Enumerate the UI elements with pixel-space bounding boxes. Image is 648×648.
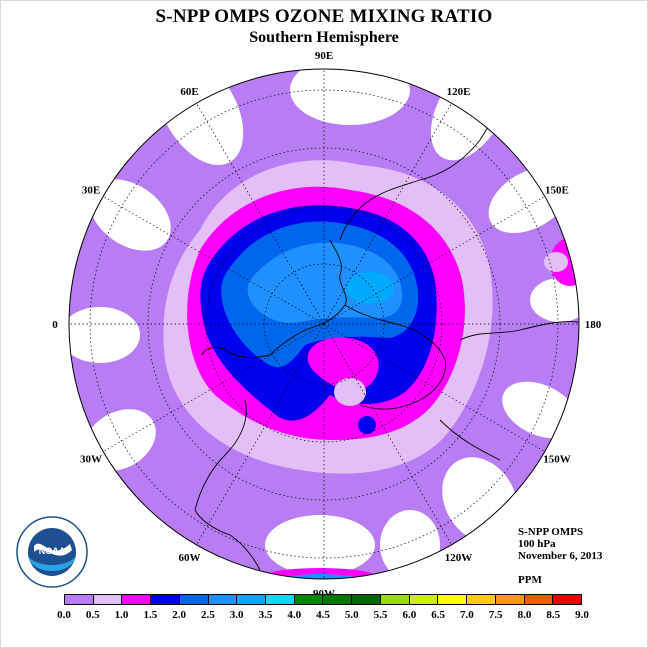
legend-swatch [409, 595, 439, 604]
legend-tick-label: 3.5 [258, 609, 273, 621]
meridian-line [323, 323, 452, 546]
legend-swatch [553, 595, 581, 604]
legend-swatch [352, 595, 381, 604]
page-subtitle: Southern Hemisphere [249, 29, 399, 46]
color-legend-ticks: 0.0 0.5 1.0 1.5 2.0 2.5 3.0 3.5 4.0 4.5 5.0 5.5 6.0 6… [0, 609, 648, 623]
longitude-label: 120E [447, 86, 471, 98]
legend-swatch [237, 595, 267, 604]
meridian-line [323, 196, 546, 325]
sky-blue-patch [346, 272, 394, 304]
legend-tick-label: 6.5 [431, 609, 445, 621]
legend-tick-label: 0.0 [57, 609, 71, 621]
legend-tick-label: 1.0 [114, 609, 129, 621]
legend-tick-label: 1.5 [143, 609, 158, 621]
legend-swatch [294, 595, 324, 604]
legend-tick-label: 9.0 [575, 609, 589, 621]
longitude-label: 90E [315, 50, 333, 62]
map-boundary [68, 68, 580, 580]
legend-tick-label: 8.5 [546, 609, 561, 621]
logo-text: NOAA [39, 546, 66, 556]
legend-swatch [122, 595, 152, 604]
legend-swatch [208, 595, 238, 604]
legend-tick-label: 4.0 [287, 609, 302, 621]
legend-swatch [151, 595, 180, 604]
meridian-line [102, 323, 325, 452]
legend-tick-label: 0.5 [85, 609, 100, 621]
meridian-line [196, 323, 325, 546]
longitude-label: 180 [585, 319, 602, 331]
legend-tick-label: 4.5 [316, 609, 330, 621]
legend-tick-label: 7.0 [460, 609, 474, 621]
coastlines [194, 99, 579, 571]
legend-tick-label: 2.0 [172, 609, 186, 621]
legend-swatch [467, 595, 496, 604]
meridian-line [196, 102, 325, 325]
legend-tick-label: 5.0 [344, 609, 359, 621]
legend-swatch [380, 595, 410, 604]
meridian-line [102, 196, 325, 325]
magenta-hole [307, 337, 379, 391]
legend-tick-label: 8.0 [517, 609, 532, 621]
blue-island [358, 416, 376, 434]
longitude-label: 150W [543, 454, 571, 466]
legend-tick-label: 3.0 [229, 609, 244, 621]
instrument-label: S-NPP OMPS [518, 526, 584, 538]
legend-swatch [179, 595, 209, 604]
longitude-label: 120W [445, 552, 473, 564]
legend-swatch [65, 595, 94, 604]
page-title: S-NPP OMPS OZONE MIXING RATIO [155, 6, 493, 27]
legend-tick-label: 5.5 [373, 609, 388, 621]
legend-swatch [323, 595, 353, 604]
longitude-label: 30E [82, 185, 100, 197]
color-legend-bar [64, 594, 582, 605]
longitude-label: 60W [179, 552, 201, 564]
legend-tick-label: 7.5 [488, 609, 503, 621]
pressure-level-label: 100 hPa [518, 538, 556, 550]
legend-swatch [524, 595, 554, 604]
longitude-label: 30W [80, 454, 102, 466]
longitude-label: 150E [545, 185, 569, 197]
longitude-label: 0 [52, 319, 58, 331]
legend-swatch [266, 595, 295, 604]
legend-swatch [438, 595, 468, 604]
graticule [69, 69, 579, 579]
legend-swatch [495, 595, 525, 604]
legend-swatch [93, 595, 123, 604]
magenta-edge-patch [550, 238, 579, 286]
units-label: PPM [518, 574, 542, 586]
legend-tick-label: 2.5 [201, 609, 215, 621]
meridian-line [323, 323, 546, 452]
longitude-label: 60E [180, 86, 198, 98]
noaa-logo: NOAA [16, 516, 88, 588]
date-label: November 6, 2013 [518, 550, 603, 562]
legend-tick-label: 6.0 [402, 609, 417, 621]
ozone-field [69, 69, 579, 579]
meridian-line [323, 102, 452, 325]
